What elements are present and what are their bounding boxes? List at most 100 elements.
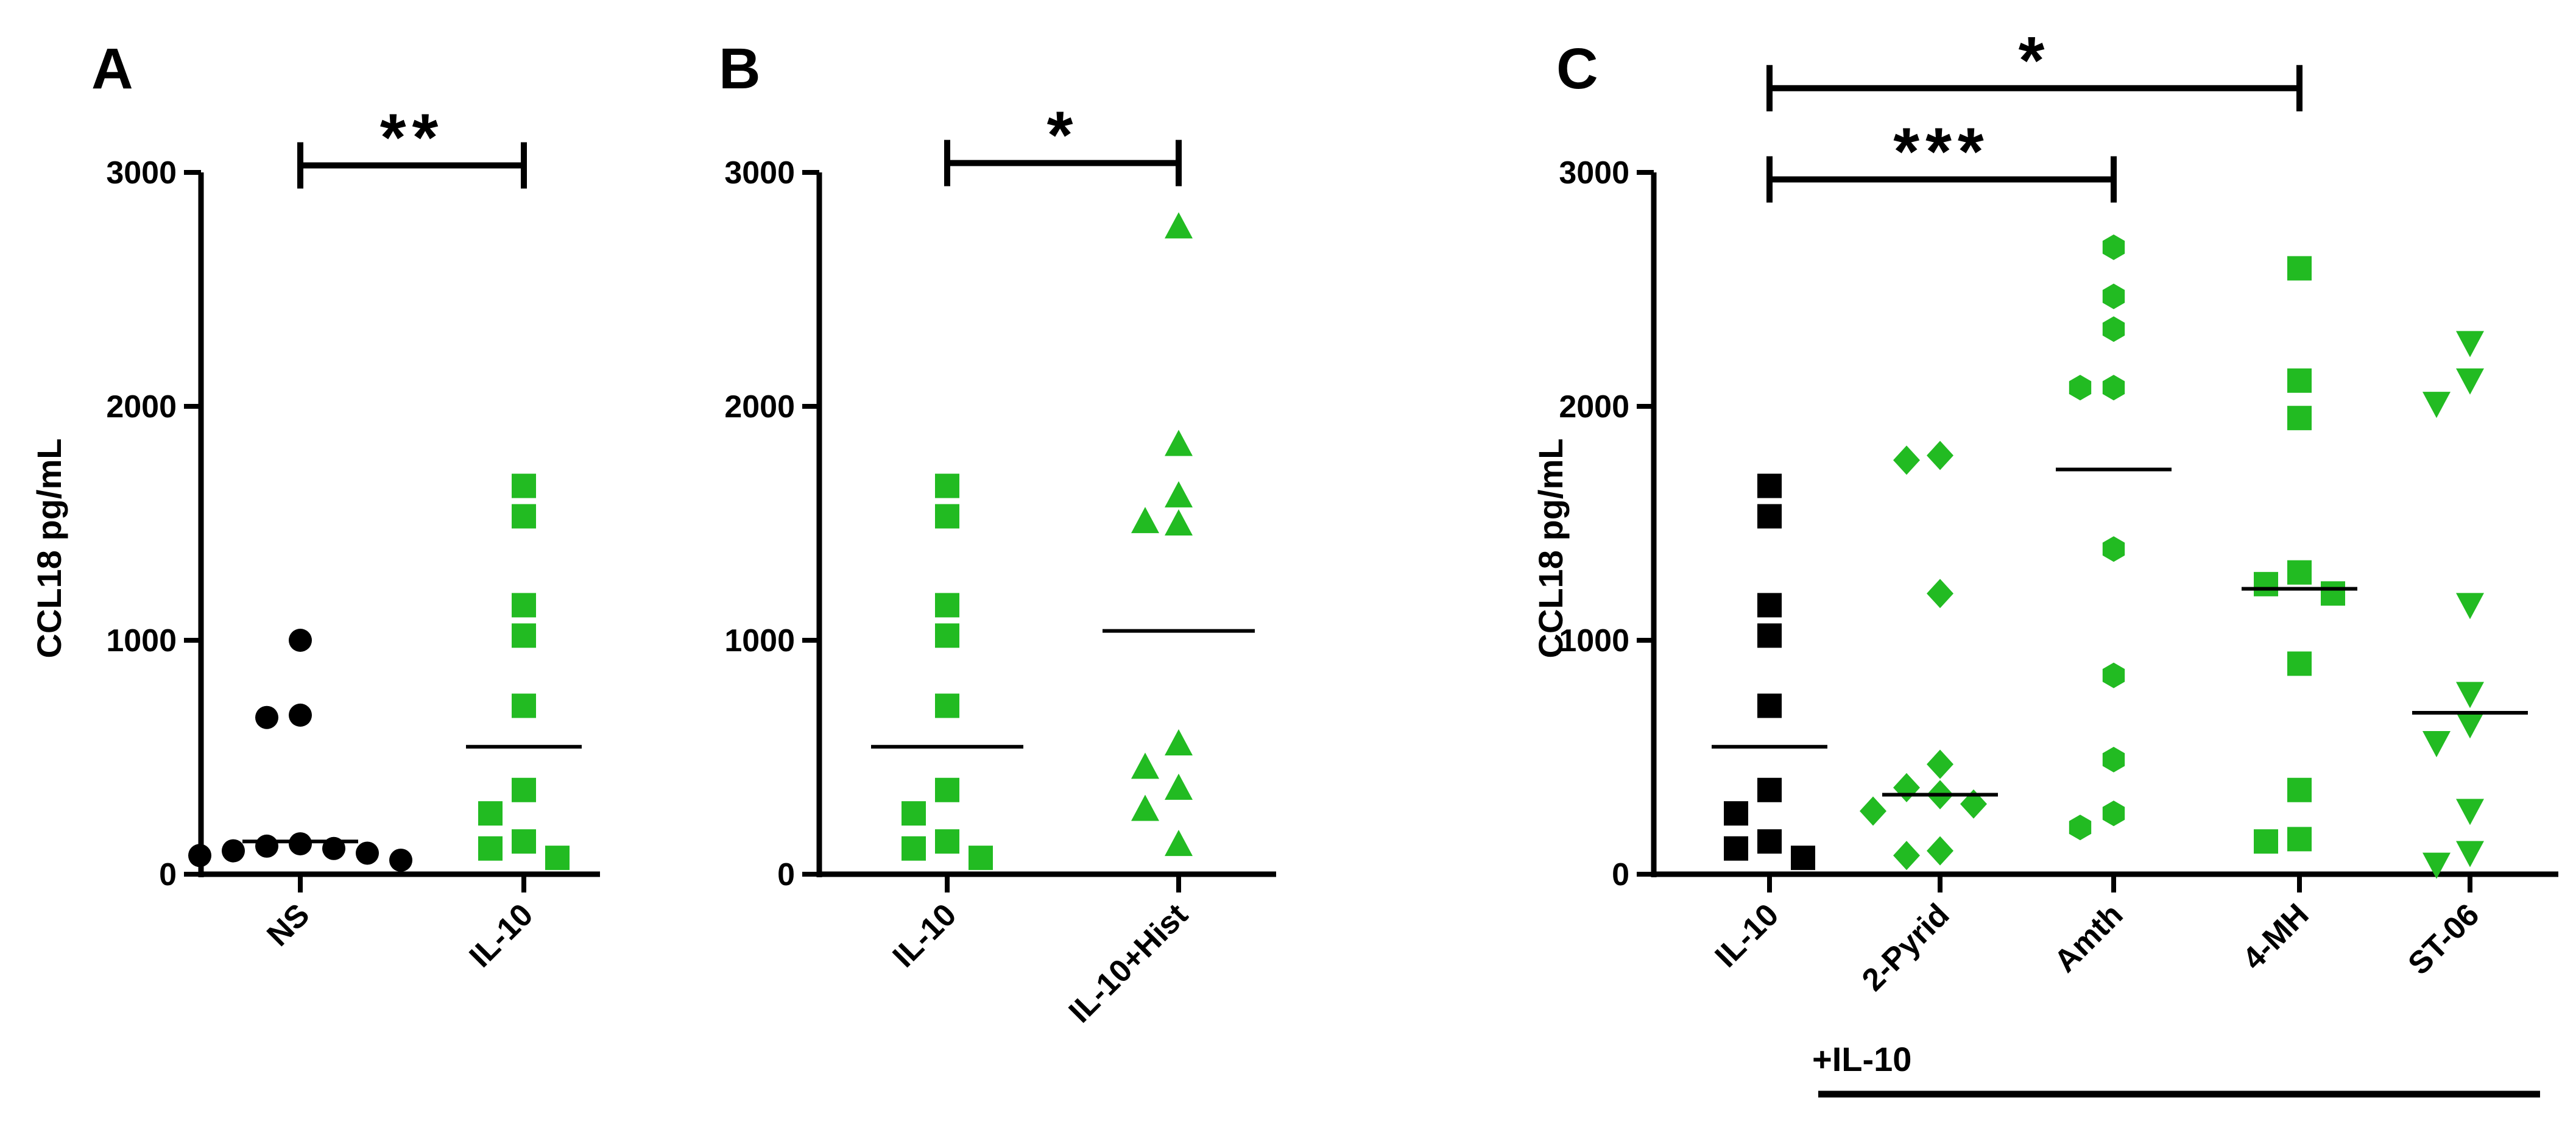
panel-1-point-square (935, 693, 959, 718)
panel-2-point-triangle-down (2456, 712, 2484, 739)
panel-2-point-square (2287, 827, 2312, 852)
panel-1-point-triangle-up (1131, 752, 1159, 779)
panel-2-point-hexagon (2102, 746, 2125, 772)
panel-2-point-triangle-down (2456, 331, 2484, 358)
panel-1-point-square (935, 623, 959, 648)
panel-1-x-tick-label: IL-10+Hist (1062, 897, 1195, 1030)
panel-0-point-circle (255, 834, 278, 858)
panel-2-point-square (2254, 571, 2278, 596)
panel-2-point-hexagon (2069, 815, 2092, 841)
panel-2-point-diamond (1927, 836, 1953, 866)
panel-1-y-tick-label: 3000 (724, 155, 795, 191)
panel-2-point-square (1757, 593, 1782, 618)
panel-1-point-triangle-up (1165, 830, 1193, 857)
panel-2-point-square (1724, 836, 1748, 861)
panel-2-y-tick-label: 1000 (1559, 623, 1629, 659)
panel-2-point-square (2254, 829, 2278, 854)
panel-2-point-square (1724, 801, 1748, 826)
panel-0-point-square (478, 801, 503, 826)
panel-2-point-diamond (1927, 579, 1953, 609)
panel-2-significance-label: * (2019, 23, 2051, 98)
panel-0-point-square (478, 836, 503, 861)
panel-1-point-triangle-up (1165, 729, 1193, 755)
panel-a-label: A (91, 37, 133, 101)
group-label: +IL-10 (1812, 1040, 1911, 1078)
panel-1-y-tick-label: 2000 (724, 389, 795, 425)
panel-0-point-circle (289, 703, 312, 727)
panel-1-point-triangle-up (1131, 507, 1159, 534)
panel-0-y-tick-label: 3000 (106, 155, 177, 191)
panel-2-point-hexagon (2102, 536, 2125, 562)
panel-2-point-hexagon (2102, 234, 2125, 260)
panel-2-point-square (2287, 368, 2312, 393)
panel-1-point-triangle-up (1131, 794, 1159, 821)
panel-0-point-circle (389, 848, 412, 872)
panel-0-point-square (512, 829, 536, 854)
panel-2-point-square (1757, 693, 1782, 718)
panel-2-y-tick-label: 0 (1612, 857, 1629, 892)
panel-c: C CCL18 pg/mL +IL-10 0 1000 2000 3000 IL-10 2… (1531, 23, 2558, 1098)
panel-1-point-square (969, 846, 993, 871)
panel-1-point-square (935, 829, 959, 854)
panel-0-y-tick-label: 1000 (106, 623, 177, 659)
panel-2-x-tick-label: 4-MH (2236, 897, 2316, 977)
panel-0-y-tick-label: 2000 (106, 389, 177, 425)
panel-2-point-triangle-down (2422, 392, 2451, 419)
panel-1-point-square (935, 504, 959, 529)
panel-0-significance-label: ** (380, 100, 445, 175)
panel-0-y-tick-label: 0 (159, 857, 177, 892)
panel-2-point-square (1757, 504, 1782, 529)
panel-1-y-tick-label: 0 (777, 857, 795, 892)
panel-2-point-triangle-down (2422, 730, 2451, 757)
panel-2-point-hexagon (2102, 283, 2125, 309)
panel-2-point-square (2321, 581, 2345, 606)
panel-2-point-hexagon (2102, 662, 2125, 688)
panel-1-point-square (935, 473, 959, 498)
panel-2-x-tick-label: ST-06 (2401, 897, 2486, 981)
panel-0-point-square (512, 777, 536, 802)
panel-2-point-hexagon (2102, 800, 2125, 827)
panel-2-point-square (1757, 777, 1782, 802)
panel-1-point-triangle-up (1165, 773, 1193, 800)
panel-2-point-triangle-down (2456, 682, 2484, 709)
panel-b: B 0 1000 2000 3000 IL-10 IL-10+Hist * (719, 37, 1276, 1030)
panel-0-point-circle (356, 841, 379, 865)
panel-2-point-triangle-down (2422, 852, 2451, 879)
panel-2-point-square (2287, 651, 2312, 676)
panel-2-point-diamond (1960, 789, 1987, 819)
panel-0-point-circle (289, 629, 312, 652)
panel-2-point-triangle-down (2456, 593, 2484, 620)
panel-2-point-hexagon (2102, 375, 2125, 401)
panel-2-point-diamond (1927, 440, 1953, 470)
panel-0-point-square (512, 623, 536, 648)
panel-2-point-diamond (1893, 841, 1920, 871)
panel-2-point-diamond (1893, 772, 1920, 802)
panel-0-point-square (512, 473, 536, 498)
panel-0-point-square (512, 504, 536, 529)
panel-c-label: C (1556, 37, 1598, 101)
panel-1-point-triangle-up (1165, 212, 1193, 239)
panel-2-significance-label: *** (1893, 115, 1989, 189)
panel-0-point-circle (289, 832, 312, 856)
panel-2-x-tick-label: Amth (2048, 897, 2130, 979)
panel-0-point-circle (188, 844, 211, 868)
panel-2-y-tick-label: 2000 (1559, 389, 1629, 425)
panel-c-y-axis-label: CCL18 pg/mL (1531, 439, 1570, 659)
panel-0-point-square (512, 693, 536, 718)
panel-a-y-axis-label: CCL18 pg/mL (30, 439, 68, 659)
panel-0-point-circle (255, 705, 278, 729)
panel-2-point-triangle-down (2456, 799, 2484, 825)
panel-2-point-diamond (1893, 445, 1920, 475)
panel-2-point-square (1757, 473, 1782, 498)
panel-2-point-square (2287, 256, 2312, 281)
panel-1-y-tick-label: 1000 (724, 623, 795, 659)
panel-2-point-square (1757, 829, 1782, 854)
panel-2-point-diamond (1927, 749, 1953, 779)
panel-2-point-hexagon (2069, 375, 2092, 401)
panel-2-point-square (2287, 777, 2312, 802)
panel-1-point-triangle-up (1165, 509, 1193, 535)
panel-0-point-square (545, 846, 570, 871)
panel-2-x-tick-label: IL-10 (1709, 897, 1786, 974)
panel-2-point-square (2287, 406, 2312, 431)
